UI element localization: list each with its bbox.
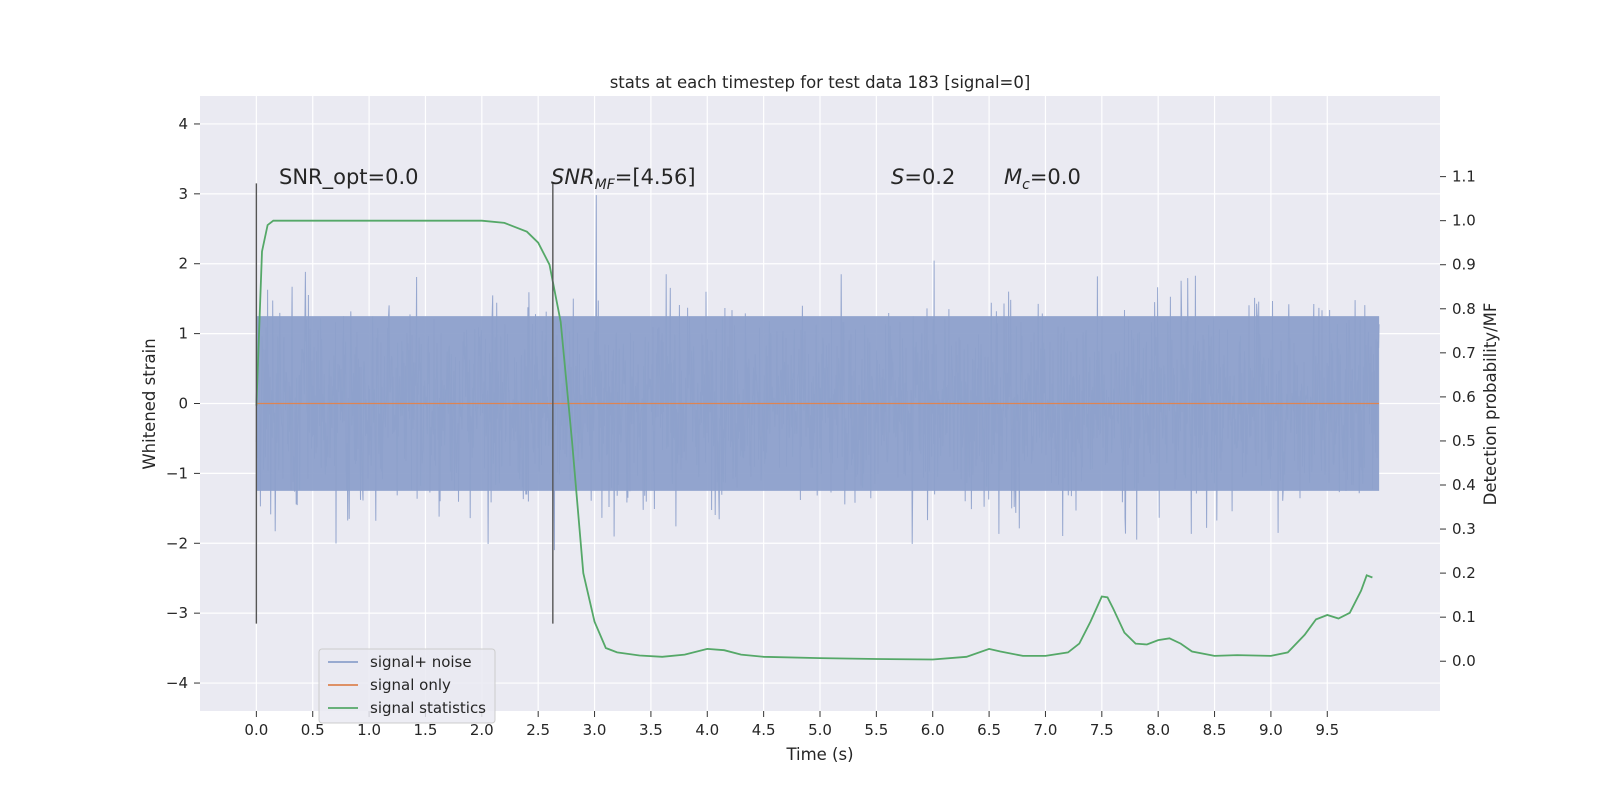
y-tick-label: −4	[166, 674, 188, 692]
y-tick-label: 4	[178, 115, 188, 133]
x-tick-label: 4.5	[752, 721, 776, 739]
legend-label-signal-only: signal only	[370, 676, 451, 694]
y2-tick-label: 0.6	[1452, 388, 1476, 406]
x-axis-ticks: 0.0 0.5 1.0 1.5 2.0 2.5 3.0 3.5 4.0 4.5 5.0 5.5 6.0 6…	[244, 711, 1339, 739]
y2-tick-label: 0.5	[1452, 432, 1476, 450]
x-tick-label: 7.5	[1090, 721, 1114, 739]
annotation-s-symbol: S	[891, 165, 904, 189]
x-tick-label: 4.0	[695, 721, 719, 739]
y2-axis-ticks: 0.0 0.1 0.2 0.3 0.4 0.5 0.6 0.7 0.8 0.9 1.0 1.1	[1440, 168, 1476, 670]
x-tick-label: 7.0	[1034, 721, 1058, 739]
x-tick-label: 5.0	[808, 721, 832, 739]
legend-label-signal-statistics: signal statistics	[370, 699, 486, 717]
annotation-mc-sub: c	[1022, 177, 1030, 193]
y2-tick-label: 0.3	[1452, 520, 1476, 538]
y2-tick-label: 1.1	[1452, 168, 1476, 186]
y2-tick-label: 0.0	[1452, 652, 1476, 670]
x-tick-label: 6.0	[921, 721, 945, 739]
legend-box	[318, 648, 496, 724]
x-tick-label: 5.5	[864, 721, 888, 739]
y-tick-label: −3	[166, 604, 188, 622]
x-axis-label: Time (s)	[785, 745, 853, 764]
vertical-markers	[255, 183, 554, 624]
y-tick-label: −2	[166, 534, 188, 552]
legend-label-signal-noise: signal+ noise	[370, 653, 472, 671]
x-tick-label: 0.0	[244, 721, 268, 739]
annotation-s: S=0.2	[891, 165, 955, 189]
x-tick-label: 2.0	[470, 721, 494, 739]
annotation-snr-mf-rest: =[4.56]	[615, 165, 696, 189]
annotation-snr-mf-sub: MF	[595, 177, 616, 193]
y-tick-label: 1	[178, 325, 188, 343]
x-tick-label: 9.5	[1315, 721, 1339, 739]
y2-tick-label: 0.1	[1452, 608, 1476, 626]
y2-tick-label: 0.9	[1452, 256, 1476, 274]
y2-axis-label: Detection probability/MF	[1481, 303, 1500, 506]
y2-tick-label: 1.0	[1452, 212, 1476, 230]
legend: signal+ noise signal only signal statist…	[318, 648, 496, 724]
y-tick-label: 3	[178, 185, 188, 203]
annotation-snr-opt: SNR_opt=0.0	[279, 165, 419, 190]
y-axis-label: Whitened strain	[140, 338, 159, 469]
chart-title: stats at each timestep for test data 183…	[610, 73, 1031, 92]
x-tick-label: 6.5	[977, 721, 1001, 739]
line-series	[255, 219, 1380, 661]
y2-tick-label: 0.7	[1452, 344, 1476, 362]
x-tick-label: 9.0	[1259, 721, 1283, 739]
x-tick-label: 8.0	[1146, 721, 1170, 739]
y2-tick-label: 0.8	[1452, 300, 1476, 318]
series-signal-statistics	[255, 219, 1373, 661]
y-axis-ticks: −4 −3 −2 −1 0 1 2 3 4	[166, 115, 200, 692]
x-tick-label: 0.5	[301, 721, 325, 739]
x-tick-label: 3.5	[639, 721, 663, 739]
y2-tick-label: 0.4	[1452, 476, 1476, 494]
x-tick-label: 1.5	[414, 721, 438, 739]
annotation-mc-base: M	[1004, 165, 1022, 189]
annotation-mc-rest: =0.0	[1030, 165, 1081, 189]
annotation-snr-mf-base: SNR	[551, 165, 595, 189]
y-tick-label: −1	[166, 464, 188, 482]
x-tick-label: 8.5	[1203, 721, 1227, 739]
annotation-snr-mf: SNRMF=[4.56]	[551, 165, 696, 193]
annotation-mc: Mc=0.0	[1004, 165, 1081, 193]
x-tick-label: 2.5	[526, 721, 550, 739]
y-tick-label: 0	[178, 395, 188, 413]
x-tick-label: 1.0	[357, 721, 381, 739]
y-tick-label: 2	[178, 255, 188, 273]
y2-tick-label: 0.2	[1452, 564, 1476, 582]
x-tick-label: 3.0	[583, 721, 607, 739]
annotation-s-rest: =0.2	[904, 165, 955, 189]
